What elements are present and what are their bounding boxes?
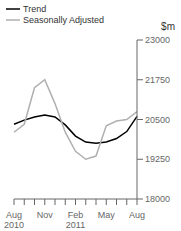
svg-text:19250: 19250 <box>145 154 170 164</box>
svg-text:Nov: Nov <box>37 210 54 220</box>
svg-text:18000: 18000 <box>145 194 170 204</box>
svg-text:Feb2011: Feb2011 <box>66 210 85 230</box>
html-text:Seasonally Adjusted: Seasonally Adjusted <box>23 15 105 25</box>
html-text:Trend: Trend <box>23 4 47 14</box>
svg-text:May: May <box>98 210 116 220</box>
svg-text:Aug: Aug <box>129 210 145 220</box>
svg-text:23000: 23000 <box>145 35 170 45</box>
svg-text:Aug2010: Aug2010 <box>8 210 24 230</box>
svg-text:21750: 21750 <box>145 75 170 85</box>
html-text:$m: $m <box>161 21 175 32</box>
svg-text:20500: 20500 <box>145 115 170 125</box>
